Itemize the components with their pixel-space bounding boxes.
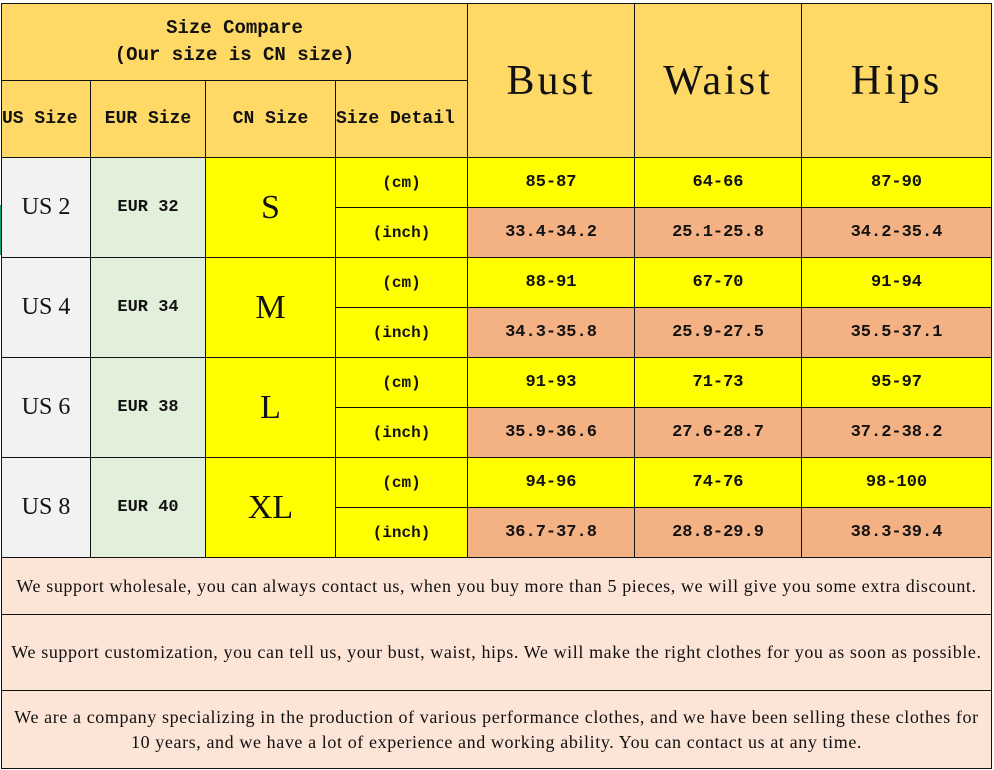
size-row-cm: US 8 EUR 40 XL (cm) 94-96 74-76 98-100 — [1, 457, 993, 558]
unit-cm-label: (cm) — [334, 357, 469, 408]
bust-cm-cell: 85-87 — [467, 157, 636, 208]
cn-size-cell: XL — [205, 457, 336, 558]
unit-inch-label: (inch) — [334, 207, 469, 258]
unit-cm-label: (cm) — [334, 457, 469, 508]
unit-cm-label: (cm) — [334, 157, 469, 208]
us-size-cell: US 8 — [1, 457, 91, 558]
hips-cm-cell: 95-97 — [801, 357, 993, 408]
cn-size-cell: S — [205, 157, 336, 258]
note-row: We are a company specializing in the pro… — [0, 690, 993, 769]
us-size-cell: US 6 — [1, 357, 91, 458]
us-size-cell: US 4 — [1, 257, 91, 358]
note-row: We support wholesale, you can always con… — [0, 557, 993, 615]
size-row-cm: US 4 EUR 34 M (cm) 88-91 67-70 91-94 — [1, 257, 993, 358]
bust-inch-cell: 36.7-37.8 — [467, 507, 636, 558]
size-row-inch: (inch) 33.4-34.2 25.1-25.8 34.2-35.4 — [2, 207, 993, 258]
hips-inch-cell: 35.5-37.1 — [801, 307, 993, 358]
eur-size-cell: EUR 38 — [90, 357, 206, 458]
size-row-cm: US 2 EUR 32 S (cm) 85-87 64-66 87-90 — [1, 157, 993, 258]
waist-cm-cell: 74-76 — [634, 457, 803, 508]
waist-cm-cell: 71-73 — [634, 357, 803, 408]
waist-inch-cell: 28.8-29.9 — [634, 507, 803, 558]
waist-header: Waist — [634, 3, 803, 158]
hips-cm-cell: 91-94 — [801, 257, 993, 308]
title-line-2: (Our size is CN size) — [114, 44, 355, 66]
hips-header: Hips — [801, 3, 993, 158]
waist-cm-cell: 67-70 — [634, 257, 803, 308]
title-line-1: Size Compare — [166, 17, 303, 39]
unit-inch-label: (inch) — [334, 507, 469, 558]
note-row: We support customization, you can tell u… — [0, 614, 993, 691]
note-text: We support customization, you can tell u… — [0, 614, 993, 691]
bust-cm-cell: 91-93 — [467, 357, 636, 408]
size-chart-table: Size Compare (Our size is CN size) Bust … — [0, 3, 993, 769]
bust-inch-cell: 34.3-35.8 — [467, 307, 636, 358]
bust-header: Bust — [467, 3, 636, 158]
size-detail-header: Size Detail — [334, 80, 469, 158]
note-text: We support wholesale, you can always con… — [0, 557, 993, 615]
bust-inch-cell: 35.9-36.6 — [467, 407, 636, 458]
waist-inch-cell: 25.9-27.5 — [634, 307, 803, 358]
eur-size-cell: EUR 32 — [90, 157, 206, 258]
unit-cm-label: (cm) — [334, 257, 469, 308]
note-text: We are a company specializing in the pro… — [0, 690, 993, 769]
bust-cm-cell: 88-91 — [467, 257, 636, 308]
us-size-cell: US 2 — [1, 157, 91, 258]
unit-inch-label: (inch) — [334, 307, 469, 358]
eur-size-cell: EUR 34 — [90, 257, 206, 358]
hips-inch-cell: 34.2-35.4 — [801, 207, 993, 258]
size-row-inch: (inch) 36.7-37.8 28.8-29.9 38.3-39.4 — [2, 507, 993, 558]
waist-inch-cell: 27.6-28.7 — [634, 407, 803, 458]
bust-inch-cell: 33.4-34.2 — [467, 207, 636, 258]
size-row-inch: (inch) 34.3-35.8 25.9-27.5 35.5-37.1 — [2, 307, 993, 358]
waist-inch-cell: 25.1-25.8 — [634, 207, 803, 258]
hips-cm-cell: 87-90 — [801, 157, 993, 208]
hips-inch-cell: 38.3-39.4 — [801, 507, 993, 558]
unit-inch-label: (inch) — [334, 407, 469, 458]
size-compare-title: Size Compare (Our size is CN size) — [0, 3, 469, 81]
cn-size-header: CN Size — [205, 80, 336, 158]
bust-cm-cell: 94-96 — [467, 457, 636, 508]
size-row-cm: US 6 EUR 38 L (cm) 91-93 71-73 95-97 — [1, 357, 993, 458]
eur-size-header: EUR Size — [90, 80, 206, 158]
cn-size-cell: M — [205, 257, 336, 358]
hips-inch-cell: 37.2-38.2 — [801, 407, 993, 458]
waist-cm-cell: 64-66 — [634, 157, 803, 208]
us-size-header: US Size — [1, 80, 91, 158]
eur-size-cell: EUR 40 — [90, 457, 206, 558]
hips-cm-cell: 98-100 — [801, 457, 993, 508]
cn-size-cell: L — [205, 357, 336, 458]
